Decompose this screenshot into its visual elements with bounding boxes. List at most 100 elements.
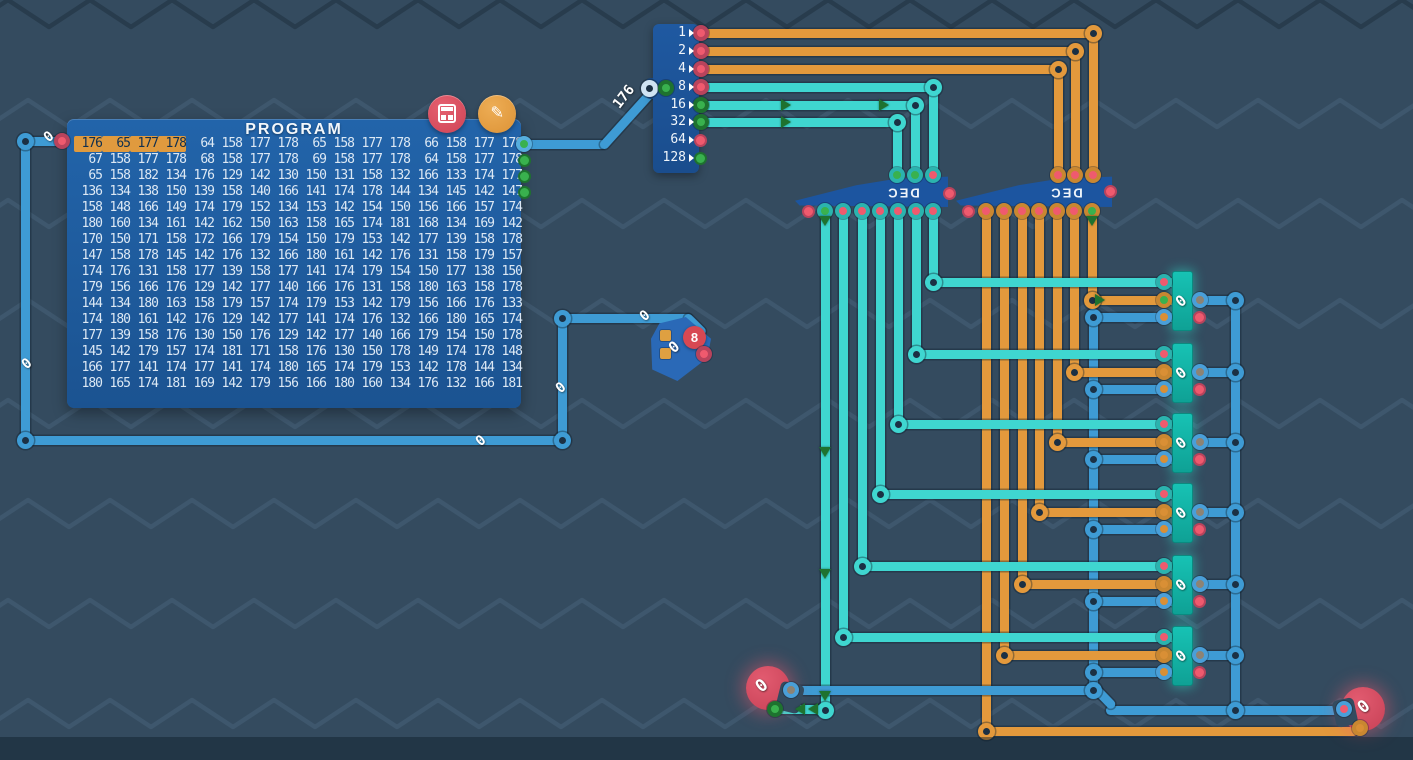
wire-segment[interactable] <box>697 83 939 92</box>
wire-segment[interactable] <box>21 137 70 146</box>
register-data-pin[interactable] <box>1156 451 1172 467</box>
register-write-pin[interactable] <box>1156 292 1172 308</box>
wire-segment[interactable] <box>1196 368 1241 377</box>
program-output-pin-3[interactable] <box>517 169 531 183</box>
register-data-pin[interactable] <box>1156 381 1172 397</box>
splitter-pin-1[interactable] <box>693 25 709 41</box>
io-left-enable-pin[interactable] <box>767 701 783 717</box>
splitter-pin-8[interactable] <box>693 79 709 95</box>
register-unused-pin[interactable] <box>1192 310 1206 324</box>
decoder2-output[interactable] <box>1049 203 1065 219</box>
wire-segment[interactable] <box>558 314 692 323</box>
wire-segment[interactable] <box>1070 203 1079 378</box>
wire-segment[interactable] <box>1089 455 1176 464</box>
wire-segment[interactable] <box>839 633 1176 642</box>
register-select-pin[interactable] <box>1156 274 1172 290</box>
register-select-pin[interactable] <box>1156 346 1172 362</box>
wire-segment[interactable] <box>697 65 1064 74</box>
io-right-input-pin[interactable] <box>1336 701 1352 717</box>
wire-segment[interactable] <box>21 436 570 445</box>
program-output-pin-1[interactable] <box>516 136 532 152</box>
wire-segment[interactable] <box>912 350 1176 359</box>
register-select-pin[interactable] <box>1156 629 1172 645</box>
decoder1-input-8[interactable] <box>925 167 941 183</box>
program-output-pin-2[interactable] <box>517 153 531 167</box>
decoder1-input-16[interactable] <box>907 167 923 183</box>
wire-segment[interactable] <box>1018 203 1027 590</box>
wire-segment[interactable] <box>1089 313 1098 696</box>
decoder1-output[interactable] <box>908 203 924 219</box>
register-unused-pin[interactable] <box>1192 665 1206 679</box>
wire-segment[interactable] <box>1053 438 1176 447</box>
register-select-pin[interactable] <box>1156 416 1172 432</box>
counter-output-pin[interactable] <box>696 346 712 362</box>
decoder1-output[interactable] <box>835 203 851 219</box>
register-write-pin[interactable] <box>1156 364 1172 380</box>
register-output-pin[interactable] <box>1192 504 1208 520</box>
wire-segment[interactable] <box>929 203 938 288</box>
wire-segment[interactable] <box>929 278 1176 287</box>
wire-segment[interactable] <box>1054 65 1063 181</box>
wire-segment[interactable] <box>1035 203 1044 518</box>
register-unused-pin[interactable] <box>1192 452 1206 466</box>
wire-segment[interactable] <box>697 29 1099 38</box>
register-data-pin[interactable] <box>1156 664 1172 680</box>
wire-segment[interactable] <box>1071 47 1080 181</box>
wire-segment[interactable] <box>876 490 1176 499</box>
decoder2-input-4[interactable] <box>1050 167 1066 183</box>
register-write-pin[interactable] <box>1156 647 1172 663</box>
wire-segment[interactable] <box>1089 668 1176 677</box>
wire-segment[interactable] <box>1089 525 1176 534</box>
register-data-pin[interactable] <box>1156 593 1172 609</box>
wire-segment[interactable] <box>1035 508 1176 517</box>
wire-segment[interactable] <box>21 137 30 446</box>
wire-segment[interactable] <box>894 420 1176 429</box>
program-output-pin-4[interactable] <box>517 185 531 199</box>
decoder2-output[interactable] <box>1014 203 1030 219</box>
wire-segment[interactable] <box>1053 203 1062 448</box>
wire-segment[interactable] <box>894 203 903 430</box>
splitter-pin-128[interactable] <box>693 151 707 165</box>
register-unused-pin[interactable] <box>1192 594 1206 608</box>
splitter-pin-2[interactable] <box>693 43 709 59</box>
decoder1-output-unused[interactable] <box>801 204 815 218</box>
register-output-pin[interactable] <box>1192 647 1208 663</box>
register-write-pin[interactable] <box>1156 434 1172 450</box>
wire-segment[interactable] <box>1089 313 1176 322</box>
wire-segment[interactable] <box>558 314 567 446</box>
decoder1-output[interactable] <box>925 203 941 219</box>
decoder2-output[interactable] <box>978 203 994 219</box>
register-write-pin[interactable] <box>1156 504 1172 520</box>
wire-segment[interactable] <box>1000 203 1009 661</box>
wire-segment[interactable] <box>1196 438 1241 447</box>
decoder2-input-2[interactable] <box>1067 167 1083 183</box>
wire-segment[interactable] <box>1196 508 1241 517</box>
decoder2-output[interactable] <box>1031 203 1047 219</box>
wire-segment[interactable] <box>1088 296 1176 305</box>
splitter-input-pin[interactable] <box>658 80 674 96</box>
register-write-pin[interactable] <box>1156 576 1172 592</box>
decoder1-output[interactable] <box>854 203 870 219</box>
splitter-pin-32[interactable] <box>693 114 709 130</box>
decoder1-disable-pin[interactable] <box>942 186 956 200</box>
wire-segment[interactable] <box>697 118 903 127</box>
wire-segment[interactable] <box>1196 296 1241 305</box>
register-output-pin[interactable] <box>1192 576 1208 592</box>
register-select-pin[interactable] <box>1156 558 1172 574</box>
wire-segment[interactable] <box>929 83 938 181</box>
wire-segment[interactable] <box>1089 597 1176 606</box>
wire-segment[interactable] <box>1070 368 1176 377</box>
io-right-enable-pin[interactable] <box>1352 720 1368 736</box>
program-view-button[interactable] <box>428 95 466 133</box>
register-output-pin[interactable] <box>1192 364 1208 380</box>
wire-segment[interactable] <box>912 203 921 360</box>
decoder1-output[interactable] <box>890 203 906 219</box>
wire-segment[interactable] <box>982 203 991 737</box>
decoder1-output[interactable] <box>872 203 888 219</box>
splitter-pin-4[interactable] <box>693 61 709 77</box>
io-left-output-pin[interactable] <box>783 682 799 698</box>
wire-segment[interactable] <box>1089 385 1176 394</box>
program-address-pin[interactable] <box>54 133 70 149</box>
decoder2-input-1[interactable] <box>1085 167 1101 183</box>
decoder2-output[interactable] <box>996 203 1012 219</box>
